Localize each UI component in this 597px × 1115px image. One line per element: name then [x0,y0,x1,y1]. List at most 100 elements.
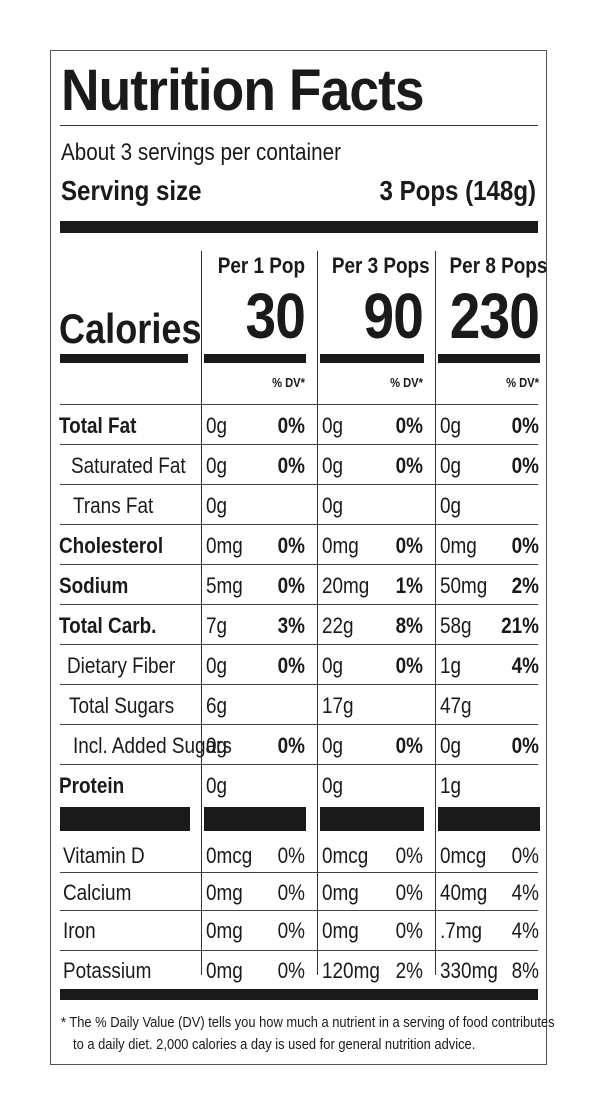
column-heading-2: Per 3 Pops [331,253,430,278]
vitamin-amount: 120mg [322,958,380,983]
nutrition-facts-label: Nutrition Facts About 3 servings per con… [50,50,555,1065]
vitamin-amount: .7mg [440,918,483,943]
nutrient-amount: 0g [322,453,344,478]
vitamin-dv: 8% [511,958,539,983]
nutrient-amount: 0g [322,773,344,798]
nutrient-amount: 1g [440,773,462,798]
vitamin-divider-3 [438,807,540,831]
nutrient-amount: 0g [206,653,228,678]
vitamin-row-divider [60,872,538,873]
nutrient-amount: 50mg [440,573,488,598]
nutrient-amount: 0mg [440,533,477,558]
calories-label-bar [60,354,188,363]
vitamin-dv: 2% [395,958,423,983]
nutrient-dv: 0% [395,733,423,758]
row-divider [60,724,538,725]
vitamin-divider-2 [320,807,424,831]
vitamin-name: Vitamin D [63,843,145,868]
calories-bar-2 [320,354,424,363]
vitamin-name: Potassium [63,958,152,983]
servings-per-container: About 3 servings per container [61,139,341,166]
nutrient-amount: 47g [440,693,472,718]
nutrient-name: Dietary Fiber [67,653,176,678]
nutrient-dv: 1% [395,573,423,598]
nutrient-name: Trans Fat [73,493,154,518]
nutrient-dv: 0% [511,733,539,758]
nutrient-name: Sodium [59,573,129,598]
column-divider-2 [317,251,318,975]
nutrient-amount: 20mg [322,573,370,598]
nutrient-dv: 0% [395,533,423,558]
vitamin-dv: 4% [511,918,539,943]
nutrient-dv: 0% [277,653,305,678]
column-divider-3 [435,251,436,975]
nutrient-dv: 3% [277,613,305,638]
nutrient-dv: 21% [501,613,539,638]
nutrient-amount: 0g [440,733,462,758]
vitamin-dv: 0% [395,880,423,905]
vitamin-name: Iron [63,918,96,943]
footnote-line-2: to a daily diet. 2,000 calories a day is… [73,1036,476,1053]
vitamin-amount: 0mcg [206,843,253,868]
vitamin-amount: 0mg [206,880,243,905]
footer-divider [60,989,538,1000]
serving-size-value: 3 Pops (148g) [379,175,536,206]
column-heading-1: Per 1 Pop [217,253,305,278]
nutrient-name: Total Carb. [59,613,157,638]
nutrient-name: Protein [59,773,125,798]
label-title: Nutrition Facts [61,58,425,123]
nutrient-dv: 0% [511,533,539,558]
nutrient-amount: 6g [206,693,228,718]
title-divider [60,125,538,126]
vitamin-dv: 0% [277,958,305,983]
nutrient-amount: 1g [440,653,462,678]
row-divider [60,644,538,645]
nutrient-amount: 0g [322,493,344,518]
nutrient-amount: 0g [206,413,228,438]
nutrient-dv: 0% [395,413,423,438]
nutrient-amount: 0g [440,493,462,518]
nutrient-dv: 0% [395,453,423,478]
nutrient-amount: 0g [206,773,228,798]
nutrient-amount: 0mg [206,533,243,558]
nutrient-amount: 0g [322,413,344,438]
calories-bar-1 [204,354,306,363]
nutrient-amount: 0g [206,733,228,758]
nutrient-amount: 58g [440,613,472,638]
nutrient-name: Total Sugars [69,693,175,718]
calories-bar-3 [438,354,540,363]
nutrient-dv: 0% [277,533,305,558]
nutrient-amount: 5mg [206,573,243,598]
nutrient-amount: 0g [206,493,228,518]
nutrient-name: Cholesterol [59,533,164,558]
row-divider [60,444,538,445]
calories-label: Calories [59,305,202,352]
vitamin-row-divider [60,950,538,951]
nutrient-dv: 4% [511,653,539,678]
dv-heading-1: % DV* [272,375,305,390]
vitamin-dv: 0% [277,880,305,905]
thick-divider [60,221,538,233]
row-divider [60,604,538,605]
calories-value-3: 230 [449,280,540,352]
vitamin-amount: 0mg [206,918,243,943]
nutrient-amount: 0g [206,453,228,478]
vitamin-amount: 40mg [440,880,488,905]
row-divider [60,524,538,525]
nutrient-name: Total Fat [59,413,137,438]
vitamin-dv: 0% [277,843,305,868]
vitamin-dv: 0% [395,843,423,868]
nutrient-amount: 17g [322,693,354,718]
dv-heading-2: % DV* [390,375,423,390]
vitamin-amount: 0mg [322,918,359,943]
nutrient-dv: 0% [511,413,539,438]
nutrient-amount: 22g [322,613,354,638]
dv-heading-3: % DV* [506,375,539,390]
nutrient-dv: 8% [395,613,423,638]
nutrient-dv: 0% [277,413,305,438]
vitamin-amount: 0mg [322,880,359,905]
vitamin-dv: 0% [511,843,539,868]
calories-value-2: 90 [363,280,423,352]
vitamin-dv: 0% [395,918,423,943]
vitamin-amount: 0mg [206,958,243,983]
